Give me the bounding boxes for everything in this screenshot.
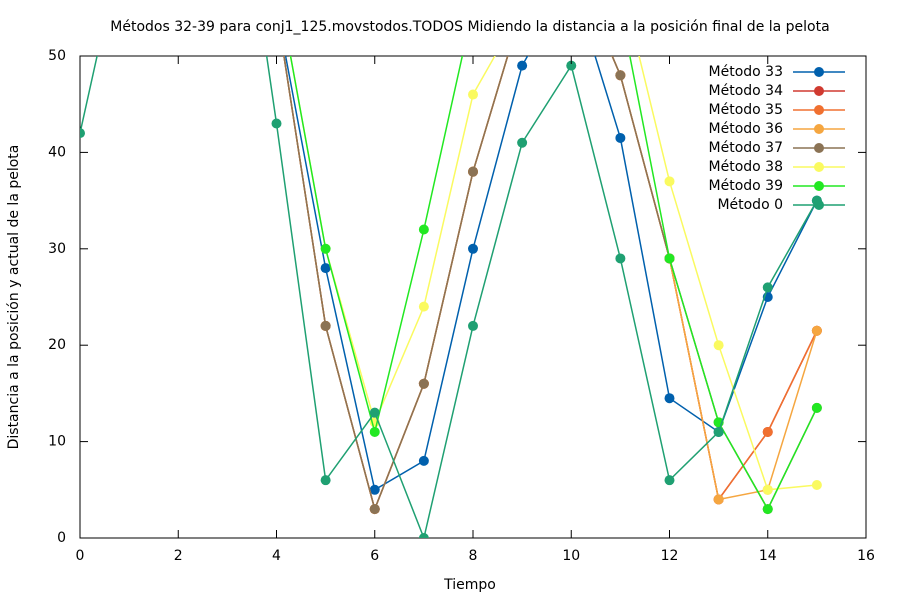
data-point — [615, 3, 625, 13]
data-point — [664, 253, 675, 264]
data-point — [517, 60, 528, 71]
data-point — [80, 128, 85, 139]
data-point — [468, 243, 478, 254]
legend-marker — [814, 67, 824, 77]
data-point — [369, 504, 380, 515]
data-point — [468, 320, 478, 331]
data-point — [615, 253, 626, 264]
data-point — [713, 426, 724, 437]
y-tick-label: 30 — [48, 241, 66, 257]
data-point — [615, 132, 626, 143]
data-point — [762, 282, 773, 293]
data-point — [369, 407, 380, 418]
data-point — [272, 3, 282, 13]
data-point — [664, 393, 675, 404]
y-axis-label: Distancia a la posición y actual de la p… — [6, 145, 22, 450]
data-point — [468, 166, 478, 177]
data-point — [272, 3, 282, 13]
y-tick-label: 20 — [48, 337, 66, 353]
legend-label: Método 38 — [709, 159, 783, 175]
data-point — [271, 118, 282, 129]
data-point — [418, 378, 429, 389]
data-point — [664, 475, 675, 486]
x-tick-label: 4 — [272, 548, 281, 564]
legend-marker — [814, 143, 824, 153]
series-line — [80, 56, 818, 538]
data-point — [418, 455, 429, 466]
data-point — [468, 89, 478, 100]
legend-marker — [814, 86, 824, 96]
legend-marker — [814, 200, 824, 210]
legend-label: Método 34 — [709, 83, 784, 99]
legend-label: Método 39 — [709, 178, 783, 194]
legend-label: Método 0 — [717, 197, 783, 213]
data-point — [762, 484, 773, 495]
data-point — [713, 340, 724, 351]
data-point — [664, 176, 675, 187]
x-tick-label: 2 — [174, 548, 183, 564]
legend-label: Método 36 — [709, 121, 784, 137]
data-point — [517, 3, 527, 13]
data-point — [615, 70, 626, 81]
x-tick-label: 16 — [857, 548, 875, 564]
data-point — [517, 137, 528, 148]
data-point — [320, 320, 331, 331]
data-point — [517, 3, 527, 13]
data-point — [811, 479, 822, 490]
data-point — [762, 426, 773, 437]
data-point — [418, 224, 429, 235]
data-point — [517, 3, 527, 13]
y-tick-label: 50 — [48, 48, 66, 64]
data-point — [369, 484, 380, 495]
x-tick-label: 0 — [76, 548, 85, 564]
data-point — [272, 3, 282, 13]
data-point — [320, 475, 331, 486]
legend-label: Método 33 — [709, 64, 783, 80]
y-tick-label: 40 — [48, 144, 66, 160]
data-point — [272, 3, 282, 13]
data-point — [418, 533, 429, 538]
data-point — [272, 3, 282, 13]
x-tick-label: 14 — [759, 548, 777, 564]
data-point — [517, 3, 527, 13]
x-tick-label: 12 — [661, 548, 679, 564]
legend-marker — [814, 105, 824, 115]
y-tick-label: 0 — [57, 530, 66, 546]
x-tick-label: 8 — [469, 548, 478, 564]
data-point — [320, 243, 331, 254]
legend-label: Método 37 — [709, 140, 783, 156]
y-tick-label: 10 — [48, 434, 66, 450]
x-tick-label: 10 — [562, 548, 580, 564]
data-point — [320, 263, 331, 274]
data-point — [566, 60, 577, 71]
legend-marker — [814, 124, 824, 134]
data-point — [713, 494, 724, 505]
data-point — [811, 402, 822, 413]
chart-title: Métodos 32-39 para conj1_125.movstodos.T… — [110, 19, 829, 35]
data-point — [418, 301, 429, 312]
legend-marker — [814, 162, 824, 172]
x-tick-label: 6 — [370, 548, 379, 564]
data-point — [517, 3, 527, 13]
plot-area — [80, 3, 822, 538]
data-point — [811, 325, 822, 336]
legend-marker — [814, 181, 824, 191]
data-point — [369, 426, 380, 437]
data-point — [468, 3, 478, 13]
legend-label: Método 35 — [709, 102, 783, 118]
x-axis-label: Tiempo — [443, 577, 496, 593]
data-point — [762, 504, 773, 515]
